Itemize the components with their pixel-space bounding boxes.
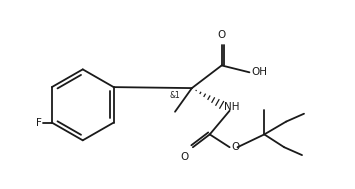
- Text: O: O: [231, 142, 240, 152]
- Text: O: O: [218, 30, 226, 40]
- Text: NH: NH: [224, 102, 239, 112]
- Text: F: F: [36, 118, 42, 128]
- Text: O: O: [181, 152, 189, 162]
- Text: &1: &1: [169, 91, 180, 101]
- Text: OH: OH: [251, 67, 267, 77]
